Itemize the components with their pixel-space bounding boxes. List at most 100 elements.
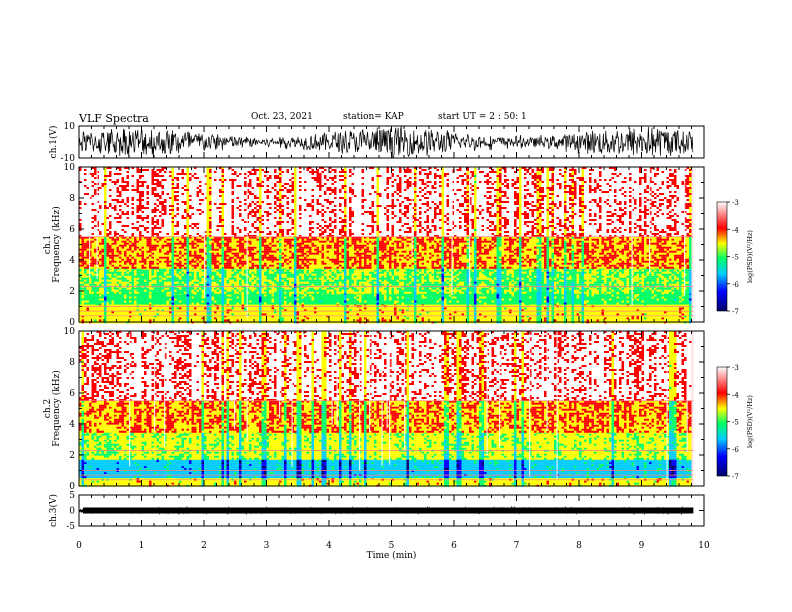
spectrogram-cell [584, 311, 587, 313]
spectrogram-cell [554, 313, 557, 315]
spectrogram-cell [124, 313, 127, 315]
spectrogram-cell [574, 303, 577, 305]
spectrogram-cell [92, 297, 95, 299]
spectrogram-cell [279, 301, 282, 303]
spectrogram-cell [287, 301, 290, 303]
spectrogram-cell [372, 307, 375, 309]
spectrogram-cell [474, 307, 477, 309]
spectrogram-cell [682, 319, 685, 321]
spectrogram-cell [442, 299, 445, 301]
spectrogram-cell [409, 311, 412, 313]
spectrogram-cell [109, 307, 112, 309]
spectrogram-cell [212, 319, 215, 321]
spectrogram-cell [392, 295, 395, 297]
spectrogram-cell [414, 301, 417, 303]
spectrogram-ch1 [79, 167, 693, 323]
spectrogram-cell [302, 270, 305, 272]
spectrogram-cell [117, 299, 120, 301]
spectrogram-cell [202, 303, 205, 305]
spectrogram-cell [197, 317, 200, 319]
spectrogram-cell [482, 303, 485, 305]
spectrogram-cell [412, 295, 415, 297]
spectrogram-cell [139, 313, 142, 315]
spectrogram-cell [219, 297, 222, 299]
spectrogram-cell [272, 295, 275, 297]
spectrogram-cell [167, 313, 170, 315]
spectrogram-cell [312, 297, 315, 299]
spectrogram-cell [452, 303, 455, 305]
spectrogram-cell [209, 307, 212, 309]
spectrogram-cell [369, 297, 372, 299]
spectrogram-cell [209, 301, 212, 303]
spectrogram-cell [149, 307, 152, 309]
spectrogram-cell [507, 295, 510, 297]
spectrogram-cell [174, 299, 177, 301]
spectrogram-cell [372, 319, 375, 321]
spectrogram-cell [197, 303, 200, 305]
spectrogram-cell [124, 317, 127, 319]
spectrogram-cell [529, 311, 532, 313]
spectrogram-cell [217, 295, 220, 297]
spectrogram-cell [169, 313, 172, 315]
spectrogram-cell [624, 307, 627, 309]
spectrogram-cell [184, 301, 187, 303]
spectrogram-cell [339, 299, 342, 301]
spectrogram-cell [269, 313, 272, 315]
spectrogram-cell [679, 295, 682, 297]
spectrogram-cell [109, 299, 112, 301]
spectrogram-cell [269, 319, 272, 321]
spectrogram-cell [87, 297, 90, 299]
spectrogram-cell [139, 311, 142, 313]
spectrogram-cell [94, 307, 97, 309]
spectrogram-cell [512, 303, 515, 305]
spectrogram-cell [249, 270, 252, 272]
spectrogram-cell [344, 297, 347, 299]
spectrogram-cell [212, 313, 215, 315]
spectrogram-cell [367, 301, 370, 303]
spectrogram-cell [152, 307, 155, 309]
spectrogram-cell [317, 311, 320, 313]
spectrogram-cell [182, 270, 185, 272]
spectrogram-cell [207, 311, 210, 313]
spectrogram-cell [327, 299, 330, 301]
spectrogram-cell [539, 299, 542, 301]
spectrogram-cell [384, 317, 387, 319]
spectrogram-cell [202, 295, 205, 297]
spectrogram-cell [599, 319, 602, 321]
spectrogram-cell [529, 297, 532, 299]
spectrogram-cell [379, 307, 382, 309]
spectrogram-cell [492, 303, 495, 305]
spectrogram-cell [237, 307, 240, 309]
spectrogram-cell [527, 301, 530, 303]
spectrogram-cell [159, 299, 162, 301]
spectrogram-cell [179, 297, 182, 299]
spectrogram-cell [364, 307, 367, 309]
spectrogram-cell [587, 319, 590, 321]
spectrogram-cell [617, 301, 620, 303]
spectrogram-cell [282, 317, 285, 319]
spectrogram-cell [172, 313, 175, 315]
spectrogram-cell [322, 303, 325, 305]
spectrogram-cell [304, 297, 307, 299]
spectrogram-cell [309, 295, 312, 297]
spectrogram-cell [449, 303, 452, 305]
spectrogram-cell [249, 307, 252, 309]
spectrogram-cell [294, 319, 297, 321]
spectrogram-cell [172, 303, 175, 305]
spectrogram-cell [579, 299, 582, 301]
spectrogram-cell [459, 301, 462, 303]
spectrogram-cell [147, 313, 150, 315]
spectrogram-cell [154, 311, 157, 313]
spectrogram-cell [142, 299, 145, 301]
spectrogram-cell [577, 299, 580, 301]
spectrogram-cell [524, 297, 527, 299]
spectrogram-cell [377, 303, 380, 305]
spectrogram-cell [519, 311, 522, 313]
spectrogram-cell [137, 319, 140, 321]
spectrogram-cell [149, 270, 152, 272]
spectrogram-cell [157, 297, 160, 299]
spectrogram-cell [212, 301, 215, 303]
spectrogram-cell [84, 303, 87, 305]
spectrogram-cell [184, 317, 187, 319]
spectrogram-cell [509, 297, 512, 299]
